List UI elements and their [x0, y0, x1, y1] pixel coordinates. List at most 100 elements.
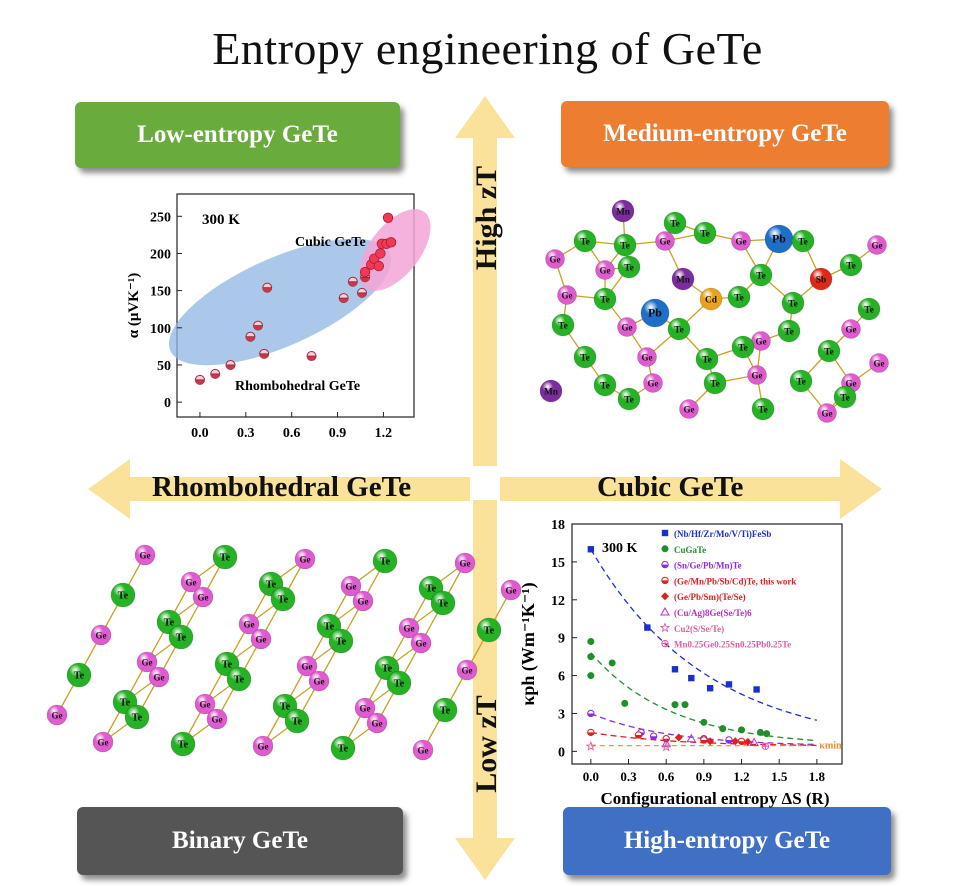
- legend-label: (Ge/Mn/Pb/Sb/Cd)Te, this work: [674, 576, 796, 586]
- trend-curve: [590, 712, 817, 746]
- legend-label: Cu2(S/Se/Te): [674, 624, 724, 634]
- rhombohedral-point: [194, 374, 205, 385]
- figure-title: Entropy engineering of GeTe: [212, 23, 763, 74]
- y-tick-label: 0: [558, 745, 565, 760]
- atom-te: Te: [430, 590, 456, 616]
- svg-text:Mn: Mn: [616, 208, 631, 218]
- y-axis-label: α (μVK⁻¹): [126, 273, 142, 339]
- data-point: [756, 728, 764, 736]
- svg-text:Ge: Ge: [660, 237, 671, 247]
- kmin-label: κmin: [819, 741, 842, 752]
- atom-te: Te: [777, 319, 801, 343]
- x-tick-label: 0.3: [620, 769, 637, 784]
- atom-te: Te: [731, 335, 755, 359]
- svg-text:Pb: Pb: [772, 232, 786, 246]
- x-tick-label: 0.3: [237, 426, 255, 441]
- svg-text:Ge: Ge: [562, 291, 573, 301]
- y-tick-label: 15: [551, 556, 565, 571]
- atom-te: Te: [270, 586, 296, 612]
- svg-text:Ge: Ge: [756, 337, 767, 347]
- atom-te: Te: [573, 345, 597, 369]
- data-point: [763, 730, 771, 738]
- high-entropy-box: High-entropy GeTe: [563, 807, 891, 875]
- legend-entry: (Cu/Ag)8Ge(Se/Te)6: [660, 606, 752, 618]
- legend-label: CuGaTe: [674, 545, 706, 555]
- atom-te: Te: [695, 347, 719, 371]
- svg-text:Te: Te: [600, 382, 610, 392]
- svg-text:Te: Te: [674, 326, 684, 336]
- atom-ge: Ge: [454, 552, 476, 574]
- atom-ge: Ge: [679, 399, 699, 419]
- y-axis-label: κph (Wm⁻¹K⁻¹): [518, 582, 539, 705]
- data-point: [749, 737, 759, 747]
- svg-text:Ge: Ge: [256, 635, 267, 645]
- svg-text:Ge: Ge: [550, 255, 561, 265]
- atom-te: Te: [663, 211, 687, 235]
- cubic-point: [382, 212, 394, 223]
- legend-entry: Cu2(S/Se/Te): [659, 622, 724, 634]
- atom-sb: Sb: [809, 267, 833, 291]
- x-tick-label: 0.9: [329, 426, 347, 441]
- svg-text:Te: Te: [426, 584, 437, 595]
- atom-ge: Ge: [296, 655, 318, 677]
- data-point: [661, 738, 672, 748]
- atom-ge: Ge: [294, 548, 316, 570]
- data-point: [585, 740, 597, 751]
- svg-text:Ge: Ge: [506, 586, 517, 596]
- atom-te: Te: [476, 617, 502, 643]
- svg-text:Te: Te: [278, 595, 289, 606]
- data-point: [634, 731, 643, 739]
- atom-ge: Ge: [545, 249, 565, 269]
- legend-entry: (Sn/Ge/Pb/Mn)Te: [661, 561, 742, 571]
- svg-text:Ge: Ge: [404, 624, 415, 634]
- atom-ge: Ge: [250, 628, 272, 650]
- kappa-chart: 0.0 0.3 0.6 0.9 1.2 1.5 1.8 0 3 6 9 12 15 18 Configura…: [518, 518, 843, 808]
- data-point: [737, 737, 746, 745]
- legend-entry: (Ge/Pb/Sm)(Te/Se): [661, 592, 746, 602]
- atom-te: Te: [551, 313, 575, 337]
- svg-text:Ge: Ge: [822, 409, 833, 419]
- svg-text:Ge: Ge: [874, 359, 885, 369]
- svg-text:Ge: Ge: [736, 237, 747, 247]
- svg-text:Te: Te: [336, 637, 347, 648]
- svg-text:Ge: Ge: [462, 666, 473, 676]
- data-point: [587, 709, 595, 718]
- data-point: [587, 728, 595, 737]
- atom-te: Te: [839, 253, 863, 277]
- svg-text:Te: Te: [624, 396, 634, 406]
- svg-text:Te: Te: [788, 300, 798, 310]
- svg-text:Te: Te: [700, 230, 710, 240]
- cubic-point: [375, 248, 386, 259]
- x-tick-label: 1.2: [375, 426, 393, 441]
- svg-text:Te: Te: [702, 356, 712, 366]
- svg-text:Te: Te: [670, 220, 680, 230]
- svg-text:Ge: Ge: [244, 620, 255, 630]
- rhombohedral-point: [357, 287, 368, 298]
- svg-text:Ge: Ge: [648, 379, 659, 389]
- legend-label: Mn0.25Ge0.25Sn0.25Pb0.25Te: [674, 640, 791, 650]
- svg-text:Te: Te: [756, 272, 766, 282]
- x-axis-label: Configurational entropy ΔS (R): [601, 789, 830, 808]
- svg-text:Te: Te: [292, 717, 303, 728]
- svg-text:Ge: Ge: [140, 551, 151, 561]
- data-point: [621, 699, 629, 707]
- atom-te: Te: [168, 624, 194, 650]
- atom-mn: Mn: [539, 379, 563, 403]
- cubic-point: [373, 260, 385, 272]
- legend-entry: CuGaTe: [661, 545, 706, 555]
- atom-te: Te: [693, 221, 717, 245]
- atom-ge: Ge: [46, 704, 68, 726]
- axis-label-low-zt: Low zT: [470, 695, 504, 793]
- svg-text:Sb: Sb: [816, 276, 826, 286]
- svg-text:Ge: Ge: [300, 555, 311, 565]
- rhombohedral-point: [347, 276, 358, 287]
- svg-text:Cd: Cd: [705, 296, 718, 306]
- svg-text:Ge: Ge: [96, 631, 107, 641]
- rhombohedral-point: [259, 348, 270, 359]
- svg-text:Ge: Ge: [186, 578, 197, 588]
- data-point: [649, 732, 658, 740]
- atom-ge: Ge: [308, 670, 330, 692]
- svg-text:Te: Te: [796, 378, 806, 388]
- svg-text:Ge: Ge: [154, 673, 165, 683]
- y-tick-label: 200: [150, 247, 171, 262]
